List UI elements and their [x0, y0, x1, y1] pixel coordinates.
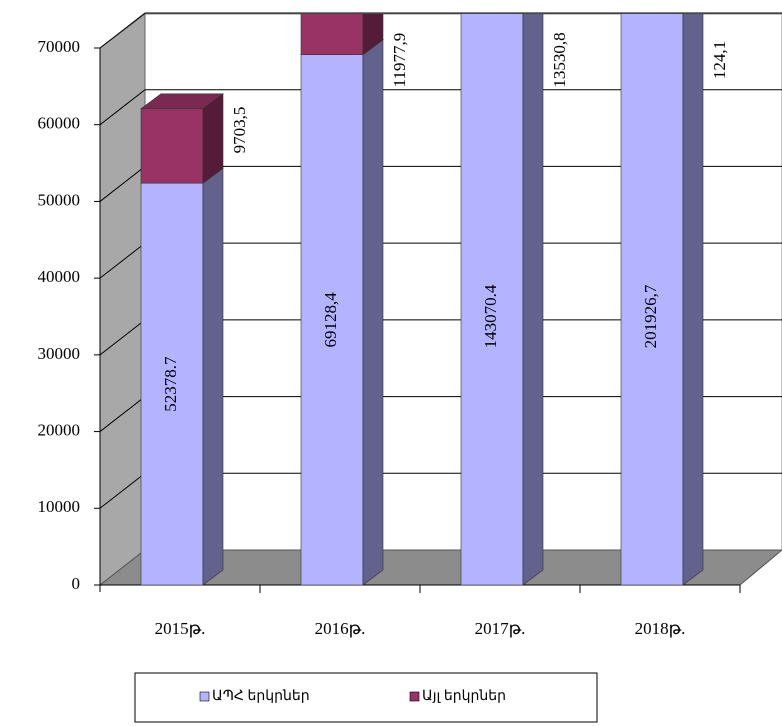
- bar-front: [140, 182, 204, 586]
- grid-line: [99, 319, 146, 356]
- grid-line: [99, 472, 146, 509]
- y-tick-label: 40000: [38, 267, 81, 286]
- legend-swatch: [199, 691, 210, 702]
- bar-side: [682, 14, 704, 586]
- value-label: 11977,9: [390, 33, 409, 88]
- bar-side: [202, 93, 224, 184]
- x-tick-label: 2017թ.: [475, 619, 526, 638]
- bar-front: [300, 14, 364, 55]
- side-wall: [99, 12, 146, 587]
- bar-front: [140, 108, 204, 184]
- y-tick-label: 20000: [38, 420, 81, 439]
- y-tick-label: 60000: [38, 114, 81, 133]
- bar-side: [362, 39, 384, 586]
- bar-side: [362, 14, 384, 56]
- grid-line: [99, 396, 146, 432]
- bar-top: [140, 93, 224, 110]
- bar-front: [460, 14, 524, 586]
- grid-line: [99, 242, 146, 279]
- legend-swatch: [409, 691, 420, 702]
- value-label: 143070.4: [481, 284, 500, 348]
- y-tick-label: 0: [72, 574, 81, 593]
- grid-line: [99, 12, 146, 49]
- bar-side: [202, 167, 224, 586]
- value-label: 124,1: [710, 41, 729, 79]
- bar-front: [300, 54, 364, 586]
- value-label: 13530,8: [550, 32, 569, 87]
- value-label: 201926,7: [641, 284, 660, 348]
- legend-label: Այլ երկրներ: [422, 689, 506, 704]
- x-tick-label: 2018թ.: [635, 619, 686, 638]
- x-tick-label: 2016թ.: [315, 619, 366, 638]
- legend-box: [134, 672, 598, 723]
- y-tick-label: 30000: [38, 344, 81, 363]
- grid-line: [99, 89, 146, 126]
- value-label: 69128,4: [321, 292, 340, 348]
- value-label: 52378.7: [161, 356, 180, 412]
- y-tick-label: 50000: [38, 190, 81, 209]
- value-label: 9703,5: [230, 107, 249, 154]
- legend-label: ԱՊՀ երկրներ: [212, 689, 310, 704]
- x-tick-label: 2015թ.: [155, 619, 206, 638]
- bar-side: [522, 14, 544, 586]
- y-tick-label: 10000: [38, 497, 81, 516]
- grid-line: [99, 166, 146, 202]
- y-tick-label: 70000: [38, 37, 81, 56]
- bar-front: [620, 14, 684, 586]
